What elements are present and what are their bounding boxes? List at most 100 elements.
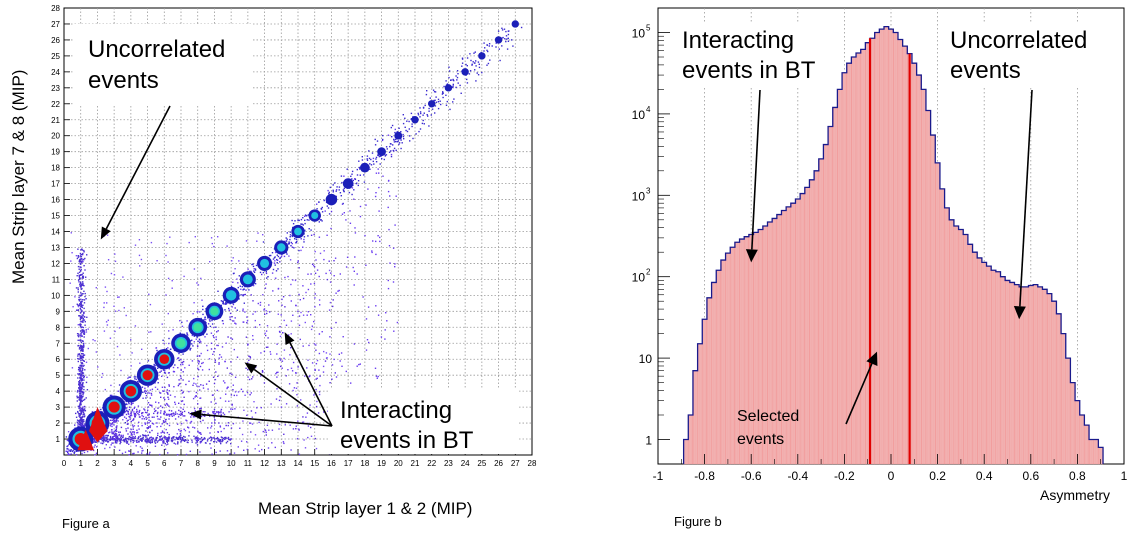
- peak-halo: [394, 131, 403, 140]
- scatter-point: [126, 440, 129, 443]
- scatter-point: [111, 425, 113, 428]
- scatter-point: [263, 309, 265, 311]
- scatter-point: [310, 435, 313, 437]
- scatter-point: [79, 315, 81, 317]
- scatter-point: [134, 416, 136, 418]
- scatter-point: [77, 344, 80, 347]
- scatter-point: [210, 332, 213, 334]
- scatter-point: [314, 437, 316, 440]
- peak-core: [159, 354, 170, 365]
- scatter-point: [132, 418, 135, 421]
- scatter-point: [316, 203, 318, 205]
- annotation-b-uncorrelated-line2: events: [950, 57, 1021, 84]
- scatter-point: [126, 438, 129, 440]
- scatter-point: [316, 359, 319, 362]
- annotation-a-interacting-line2: events in BT: [340, 427, 474, 454]
- scatter-point: [262, 234, 264, 236]
- scatter-point: [215, 402, 217, 405]
- scatter-point: [156, 260, 158, 262]
- scatter-point: [335, 376, 338, 378]
- scatter-point: [242, 310, 244, 312]
- scatter-point: [181, 436, 183, 439]
- histogram-bar: [860, 49, 866, 465]
- scatter-point: [192, 313, 194, 315]
- scatter-point: [83, 319, 86, 321]
- annotation-b-interacting-line2: events in BT: [682, 57, 816, 84]
- scatter-point: [137, 441, 139, 443]
- scatter-point: [212, 353, 214, 355]
- scatter-point: [230, 438, 232, 440]
- scatter-point: [216, 436, 219, 439]
- tick-label-b-y: 10: [632, 271, 646, 285]
- scatter-point: [455, 86, 457, 89]
- scatter-point: [80, 362, 83, 364]
- scatter-point: [81, 420, 84, 422]
- scatter-point: [115, 428, 117, 431]
- scatter-point: [80, 349, 82, 352]
- scatter-point: [77, 373, 79, 375]
- scatter-point: [85, 381, 88, 384]
- scatter-point: [115, 426, 117, 428]
- scatter-point: [197, 310, 199, 313]
- scatter-point: [113, 435, 115, 437]
- scatter-point: [381, 157, 383, 160]
- scatter-point: [188, 411, 190, 414]
- histogram-bar: [804, 187, 810, 465]
- scatter-point: [162, 390, 164, 392]
- scatter-point: [382, 175, 384, 177]
- scatter-point: [185, 453, 188, 456]
- scatter-point: [275, 270, 278, 272]
- scatter-point: [79, 252, 82, 255]
- scatter-point: [417, 114, 420, 116]
- scatter-point: [166, 242, 168, 245]
- scatter-point: [394, 263, 396, 265]
- scatter-point: [504, 38, 506, 40]
- scatter-point: [253, 270, 255, 272]
- scatter-point: [143, 391, 146, 393]
- scatter-point: [174, 401, 176, 403]
- scatter-point: [162, 369, 165, 371]
- scatter-point: [354, 232, 357, 234]
- scatter-point: [111, 419, 113, 422]
- scatter-point: [78, 271, 81, 273]
- scatter-point: [215, 338, 217, 341]
- scatter-point: [196, 440, 199, 442]
- scatter-point: [165, 438, 167, 441]
- scatter-point: [79, 383, 82, 385]
- scatter-point: [422, 119, 424, 122]
- scatter-point: [79, 318, 82, 320]
- scatter-point: [157, 411, 159, 414]
- scatter-point: [303, 236, 306, 238]
- scatter-point: [171, 437, 173, 439]
- scatter-point: [321, 220, 323, 222]
- scatter-point: [130, 428, 132, 431]
- scatter-point: [173, 386, 175, 388]
- scatter-point: [258, 450, 261, 452]
- scatter-point: [239, 285, 241, 287]
- scatter-point: [122, 419, 124, 421]
- scatter-point: [79, 421, 82, 424]
- scatter-point: [80, 373, 82, 376]
- scatter-point: [489, 59, 491, 61]
- peak-mid: [225, 290, 237, 301]
- scatter-point: [254, 326, 257, 328]
- scatter-point: [265, 434, 267, 436]
- scatter-point: [390, 153, 393, 156]
- scatter-point: [83, 332, 86, 334]
- scatter-point: [102, 438, 105, 440]
- scatter-point: [182, 363, 184, 366]
- scatter-point: [265, 310, 267, 312]
- scatter-point: [81, 277, 83, 279]
- scatter-point: [134, 413, 136, 415]
- scatter-point: [252, 376, 254, 378]
- scatter-point: [128, 437, 130, 439]
- scatter-point: [238, 298, 240, 300]
- scatter-point: [474, 51, 476, 53]
- scatter-point: [129, 406, 131, 408]
- scatter-point: [199, 441, 202, 443]
- scatter-point: [285, 251, 288, 254]
- scatter-point: [80, 355, 82, 357]
- scatter-point: [263, 308, 266, 310]
- scatter-point: [104, 286, 107, 288]
